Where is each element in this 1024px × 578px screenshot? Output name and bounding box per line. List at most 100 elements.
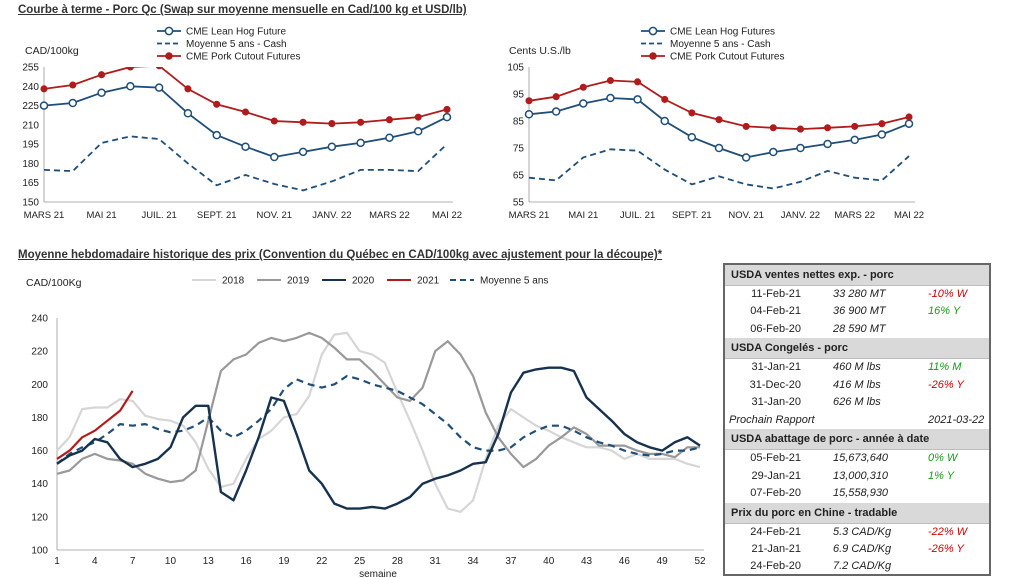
chart3-series-line-2020	[56, 366, 701, 510]
chart1-point	[270, 117, 278, 125]
chart1-point	[298, 147, 308, 157]
chart3-x-tick: 31	[430, 556, 442, 567]
usda-row: 24-Feb-21 5.3 CAD/Kg -22% W	[725, 524, 989, 541]
usda-table: USDA ventes nettes exp. - porc 11-Feb-21 3…	[723, 263, 991, 576]
chart2-point	[851, 122, 859, 130]
usda-next-report-label: Prochain Rapport	[729, 414, 815, 427]
usda-row-change: 16% Y	[928, 305, 961, 318]
chart1-legend-lean-marker	[164, 26, 174, 36]
chart3-y-tick: 140	[31, 479, 48, 490]
chart3-legend-label: 2018	[222, 276, 245, 287]
chart3-x-tick: 52	[694, 556, 706, 567]
chart1-point	[241, 108, 250, 116]
chart2-point	[850, 135, 859, 145]
chart3-series-line-moyenne-5-ans	[56, 374, 701, 465]
chart2-point	[796, 143, 805, 153]
chart1-y-unit: CAD/100kg	[25, 45, 79, 57]
chart1-point	[40, 85, 48, 93]
chart3-y-tick: 240	[31, 314, 48, 325]
chart1-point	[69, 81, 77, 89]
usda-row-value: 5.3 CAD/Kg	[833, 525, 892, 538]
chart3-x-tick: 40	[543, 556, 555, 567]
usda-row-change: -10% W	[928, 288, 968, 300]
usda-row: 24-Feb-20 7.2 CAD/Kg	[725, 558, 989, 575]
chart2-point	[634, 78, 642, 86]
usda-row-date: 31-Jan-20	[751, 395, 801, 408]
usda-row-date: 31-Jan-21	[751, 361, 801, 374]
chart2-y-tick: 65	[513, 171, 525, 182]
chart3-y-tick: 120	[31, 512, 48, 523]
usda-row: 06-Feb-20 28 590 MT	[725, 321, 989, 338]
chart3-x-tick: 37	[505, 556, 517, 567]
usda-row-date: 24-Feb-20	[750, 560, 801, 573]
chart3-x-axis-label: semaine	[359, 569, 397, 578]
chart2-point	[741, 153, 751, 162]
chart1-point	[299, 118, 307, 126]
chart2-y-unit: Cents U.S./lb	[509, 45, 571, 57]
chart2-point	[552, 93, 560, 101]
chart3-x-tick: 16	[241, 556, 253, 567]
chart1-legend-cash: Moyenne 5 ans - Cash	[186, 39, 287, 50]
usda-row: 11-Feb-21 33 280 MT -10% W	[725, 286, 989, 303]
usda-row: 29-Jan-21 13,000,310 1% Y	[725, 468, 989, 485]
chart1-y-tick: 195	[22, 140, 39, 151]
chart1-legend-cutout: CME Pork Cutout Futures	[186, 52, 300, 63]
chart2-point	[660, 116, 669, 126]
chart1-x-tick: MARS 21	[24, 210, 65, 221]
chart1-x-tick: JANV. 22	[312, 210, 351, 221]
usda-row-value: 6.9 CAD/Kg	[833, 542, 892, 555]
chart1-point	[442, 112, 452, 122]
chart3-series-line-2021	[56, 390, 134, 460]
chart3-x-tick: 10	[165, 556, 177, 567]
chart1-point	[97, 88, 106, 97]
chart1-y-tick: 255	[22, 63, 39, 74]
usda-row: 31-Dec-20 416 M lbs -26% Y	[725, 377, 989, 394]
chart2-point	[579, 99, 588, 108]
chart3-legend-label: Moyenne 5 ans	[480, 276, 548, 287]
chart2-legend-cash: Moyenne 5 ans - Cash	[670, 39, 771, 50]
chart2-point	[769, 147, 778, 157]
chart2-y-tick: 55	[513, 198, 525, 209]
chart2-point	[606, 93, 615, 103]
chart1-point	[241, 142, 250, 151]
chart3-x-tick: 22	[316, 556, 328, 567]
chart2-point	[796, 125, 804, 133]
chart1-x-tick: MARS 22	[369, 210, 410, 221]
usda-section-title: USDA abattage de porc - année à date	[725, 429, 989, 451]
chart2-x-tick: JUIL. 21	[620, 210, 655, 221]
chart1-point	[39, 101, 49, 110]
chart3-series-line-2019	[56, 331, 700, 484]
chart2-point	[525, 97, 533, 105]
usda-row-value: 15,558,930	[833, 487, 889, 500]
usda-next-report: Prochain Rapport 2021-03-22	[725, 411, 989, 429]
usda-row-value: 7.2 CAD/Kg	[833, 560, 892, 573]
usda-row-value: 33 280 MT	[833, 288, 886, 300]
chart1-point	[413, 127, 423, 136]
chart3-y-tick: 180	[31, 413, 48, 424]
chart1-point	[385, 133, 394, 142]
chart1-y-tick: 210	[22, 120, 39, 131]
chart1-x-tick: SEPT. 21	[197, 210, 237, 221]
usda-row: 05-Feb-21 15,673,640 0% W	[725, 450, 989, 467]
usda-row: 07-Feb-20 15,558,930	[725, 485, 989, 502]
chart1-point	[126, 82, 135, 91]
usda-row-date: 24-Feb-21	[750, 525, 801, 538]
chart1-y-tick: 165	[22, 178, 39, 189]
chart3-x-tick: 28	[392, 556, 404, 567]
top-chart-title: Courbe à terme - Porc Qc (Swap sur moyen…	[18, 4, 467, 16]
chart2-point	[877, 130, 887, 139]
chart1-series-line	[43, 135, 448, 192]
chart2-point	[688, 109, 696, 117]
usda-row-date: 11-Feb-21	[751, 288, 801, 300]
usda-row-value: 36 900 MT	[833, 305, 886, 318]
chart3-x-tick: 1	[54, 556, 60, 567]
usda-row-value: 626 M lbs	[833, 395, 881, 408]
chart3-series-line-2018	[56, 331, 701, 513]
chart3-x-tick: 34	[467, 556, 479, 567]
chart1-point	[184, 85, 192, 93]
chart3-y-tick: 100	[31, 546, 48, 557]
usda-row: 21-Jan-21 6.9 CAD/Kg -26% Y	[725, 541, 989, 558]
usda-row-change: -22% W	[928, 525, 968, 538]
chart2-point	[661, 95, 669, 103]
chart1-y-tick: 240	[22, 82, 39, 93]
